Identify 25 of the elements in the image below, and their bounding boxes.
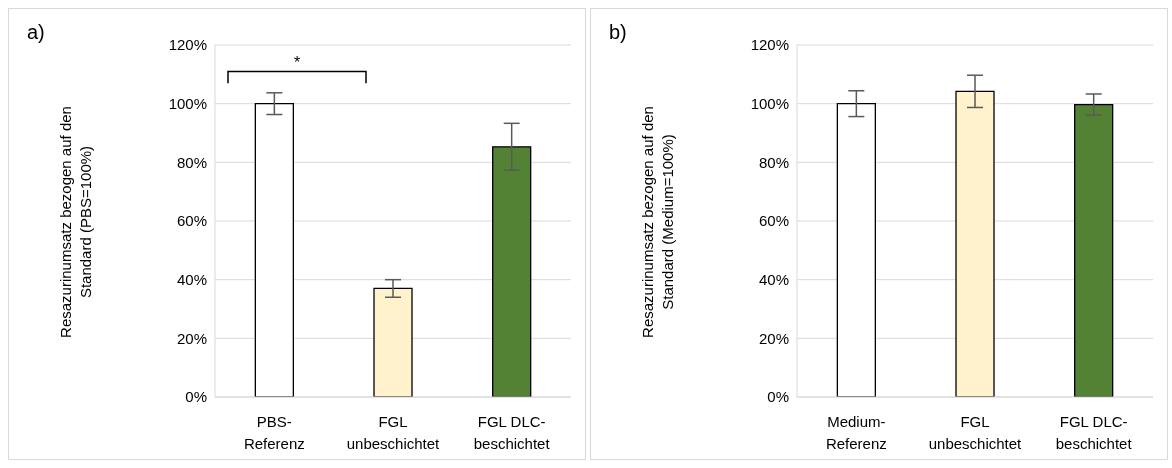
- y-tick-label: 80%: [176, 153, 207, 171]
- y-tick-label: 60%: [758, 212, 789, 230]
- y-axis-title: Resazurinumsatz bezogen auf den Standard (Medium=100%): [639, 106, 676, 338]
- y-tick-label: 20%: [758, 329, 789, 347]
- text: b): [609, 21, 627, 43]
- x-tick-label: FGL unbeschichtet: [928, 413, 1023, 452]
- y-tick-label: 0%: [767, 388, 789, 406]
- y-tick-label: 40%: [176, 270, 207, 288]
- x-tick-label: FGL unbeschichtet: [346, 413, 441, 452]
- y-tick-label: 100%: [750, 94, 789, 112]
- y-tick-label: 60%: [176, 212, 207, 230]
- x-tick-label: FGL DLC-beschichtet: [473, 413, 551, 452]
- y-tick-label: 80%: [758, 153, 789, 171]
- y-tick-label: 120%: [750, 36, 789, 54]
- x-tick-label: Medium-Referenz: [825, 413, 887, 452]
- x-tick-label: FGL DLC-beschichtet: [1055, 413, 1133, 452]
- y-tick-label: 120%: [168, 36, 207, 54]
- annotation: *: [293, 53, 301, 71]
- y-tick-label: 20%: [176, 329, 207, 347]
- x-tick-label: PBS-Referenz: [243, 413, 305, 452]
- y-tick-label: 40%: [758, 270, 789, 288]
- text: a): [27, 21, 45, 43]
- y-tick-label: 0%: [185, 388, 207, 406]
- y-axis-title: Resazurinumsatz bezogen auf den Standard (PBS=100%): [57, 106, 94, 338]
- y-tick-label: 100%: [168, 94, 207, 112]
